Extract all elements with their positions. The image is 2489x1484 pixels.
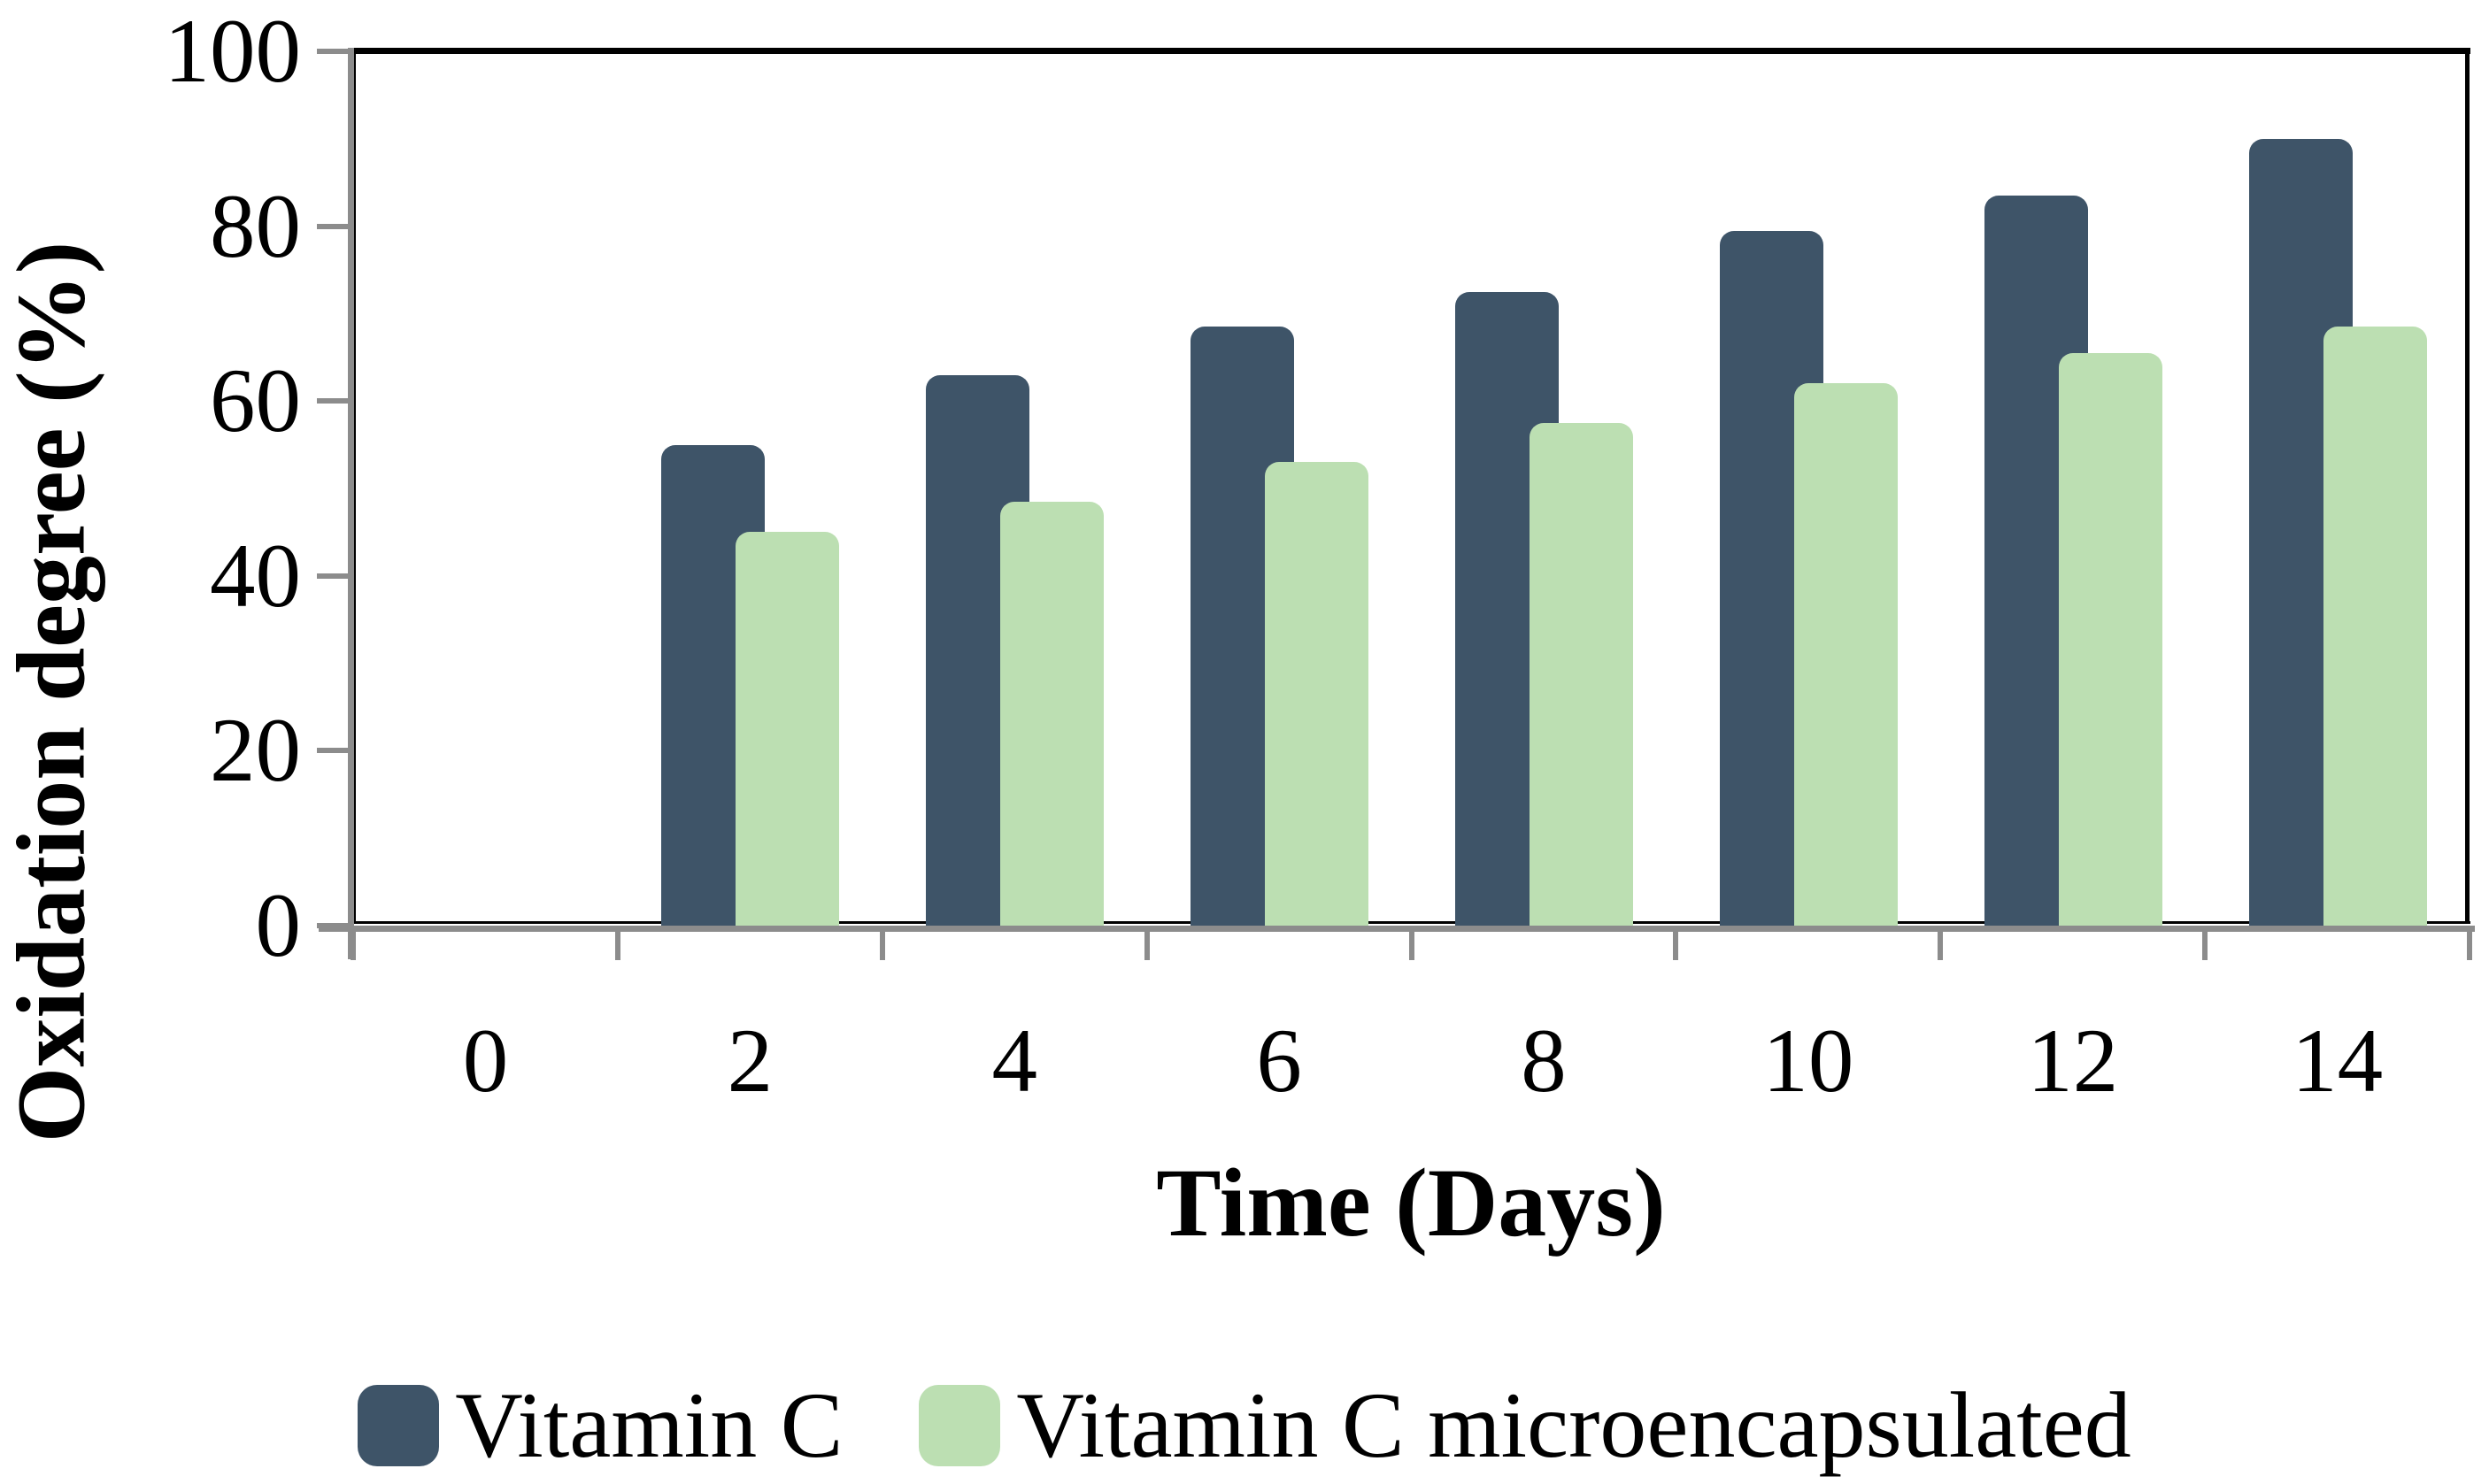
bar-vitamin-c-microencapsulated-day-12 — [2058, 352, 2162, 932]
x-tick-label-4: 4 — [991, 1011, 1037, 1111]
x-tick-label-0: 0 — [462, 1011, 509, 1111]
plot-border-left — [353, 51, 356, 924]
bar-vitamin-c-microencapsulated-day-2 — [736, 532, 840, 932]
y-axis-tick — [317, 398, 351, 404]
x-tick-label-2: 2 — [727, 1011, 774, 1111]
y-tick-label-20: 20 — [210, 700, 301, 802]
x-axis-tick — [2467, 929, 2472, 960]
x-axis-tick — [1673, 929, 1679, 960]
x-axis-title: Time (Days) — [1156, 1149, 1666, 1257]
bar-vitamin-c-microencapsulated-day-6 — [1265, 462, 1369, 932]
plot-border-right — [2465, 48, 2470, 924]
x-tick-label-10: 10 — [1762, 1011, 1854, 1111]
legend: Vitamin C Vitamin C microencapsulated — [0, 1377, 2489, 1474]
y-tick-label-0: 0 — [255, 875, 302, 976]
x-tick-label-6: 6 — [1256, 1011, 1302, 1111]
x-axis-tick — [1938, 929, 1944, 960]
legend-swatch-icon — [358, 1385, 440, 1466]
y-axis-tick — [317, 223, 351, 229]
plot-border-top — [353, 48, 2470, 54]
y-tick-label-100: 100 — [164, 1, 302, 102]
x-tick-label-12: 12 — [2027, 1011, 2119, 1111]
y-axis-tick — [317, 573, 351, 579]
y-axis-line — [348, 48, 354, 959]
y-axis-tick — [317, 748, 351, 754]
x-axis-tick — [2202, 929, 2208, 960]
x-axis-tick — [1408, 929, 1414, 960]
legend-label: Vitamin C microencapsulated — [1016, 1373, 2131, 1477]
bar-vitamin-c-microencapsulated-day-8 — [1529, 422, 1633, 932]
legend-label: Vitamin C — [455, 1373, 844, 1477]
x-axis-tick — [614, 929, 620, 960]
legend-item-vitamin-c-microencapsulated: Vitamin C microencapsulated — [919, 1379, 2131, 1472]
x-axis-tick — [879, 929, 885, 960]
y-tick-label-80: 80 — [210, 175, 301, 277]
bar-vitamin-c-microencapsulated-day-14 — [2323, 327, 2427, 932]
x-axis-line — [319, 926, 2475, 932]
y-tick-label-40: 40 — [210, 525, 301, 627]
legend-swatch-icon — [919, 1385, 1001, 1466]
bar-vitamin-c-microencapsulated-day-4 — [1000, 501, 1105, 932]
x-axis-tick — [1144, 929, 1150, 960]
y-tick-label-60: 60 — [210, 350, 301, 452]
plot-border-bottom — [353, 921, 2470, 924]
bar-vitamin-c-microencapsulated-day-10 — [1793, 383, 1898, 932]
x-tick-label-14: 14 — [2292, 1011, 2384, 1111]
x-tick-label-8: 8 — [1521, 1011, 1567, 1111]
legend-item-vitamin-c: Vitamin C — [358, 1379, 843, 1472]
y-axis-tick — [317, 49, 351, 54]
x-axis-tick — [351, 929, 356, 960]
